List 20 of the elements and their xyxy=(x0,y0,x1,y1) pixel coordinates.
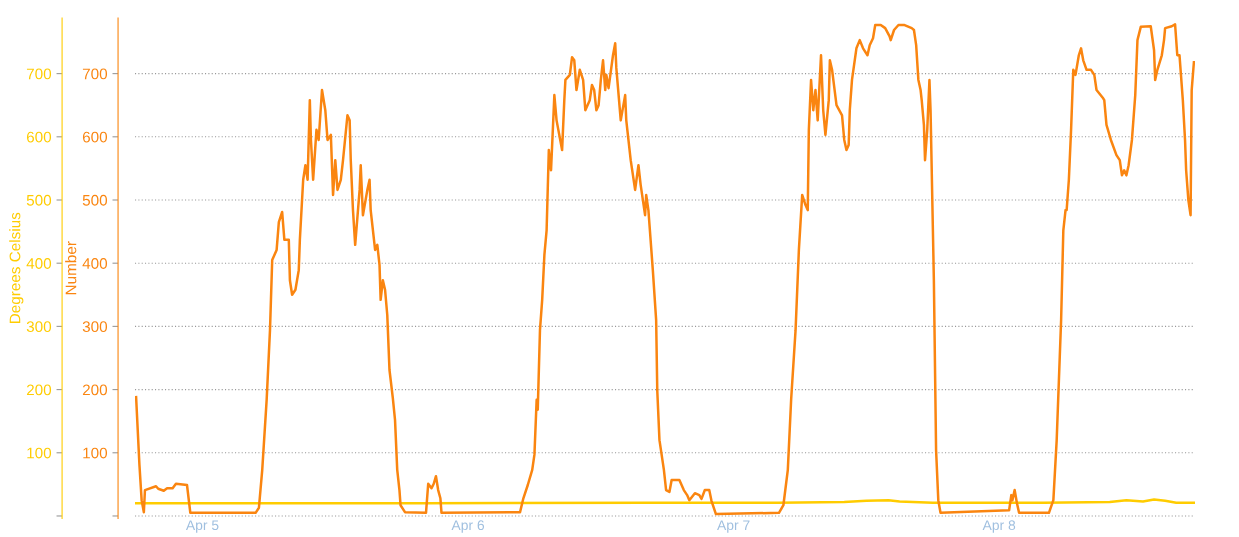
x-tick-label: Apr 5 xyxy=(185,520,219,533)
y-tick-label: 400 xyxy=(26,258,52,269)
y-axis-title: Degrees Celsius xyxy=(9,212,24,324)
x-tick-label: Apr 8 xyxy=(982,520,1016,533)
y2-tick-label: 400 xyxy=(82,258,108,269)
y-tick-label: 500 xyxy=(26,194,52,206)
y2-tick-label: 200 xyxy=(82,384,108,396)
y-tick-label: 100 xyxy=(27,447,52,459)
x-tick-label: Apr 6 xyxy=(451,520,485,533)
y2-axis-title: Number xyxy=(65,241,77,295)
y2-tick-label: 600 xyxy=(82,131,108,143)
y2-tick-label: 700 xyxy=(82,68,108,80)
y2-tick-label: 300 xyxy=(82,321,108,333)
y-tick-label: 300 xyxy=(26,321,52,333)
x-tick-label: Apr 7 xyxy=(717,520,750,533)
y-tick-label: 600 xyxy=(26,131,52,143)
y-tick-label: 200 xyxy=(26,384,52,396)
y2-tick-label: 500 xyxy=(82,194,108,206)
y-tick-label: 700 xyxy=(26,68,52,80)
y2-tick-label: 100 xyxy=(83,447,108,459)
